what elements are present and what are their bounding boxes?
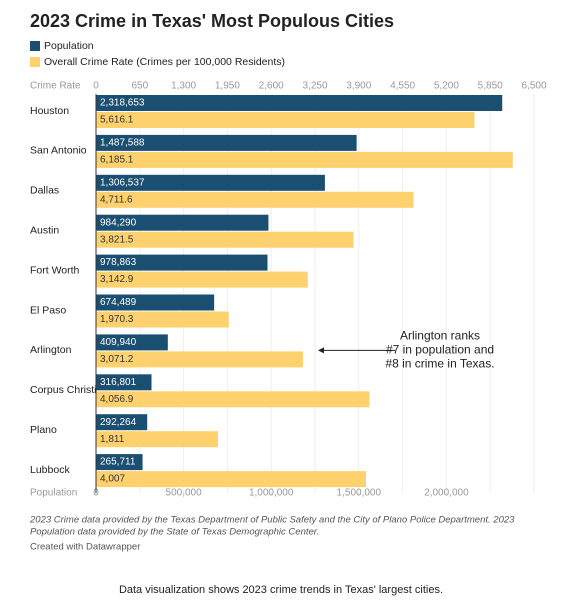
value-label: 292,264 <box>100 417 137 428</box>
caption: Data visualization shows 2023 crime tren… <box>119 584 443 596</box>
value-label: 3,071.2 <box>100 354 134 365</box>
category-label: Plano <box>30 424 57 436</box>
bar <box>96 95 503 111</box>
bar <box>96 254 268 271</box>
bar <box>96 231 354 248</box>
bar <box>96 334 168 351</box>
bar <box>96 151 513 168</box>
bar <box>96 174 325 191</box>
x2-tick-label: 5,200 <box>434 81 459 92</box>
value-label: 3,821.5 <box>100 234 134 245</box>
value-label: 1,487,588 <box>100 138 145 149</box>
bar <box>96 311 229 328</box>
category-label: Fort Worth <box>30 264 80 276</box>
legend-swatch <box>30 41 40 51</box>
bar <box>96 271 308 288</box>
category-label: Lubbock <box>30 464 70 476</box>
category-label: Corpus Christi <box>30 384 97 396</box>
note: 2023 Crime data provided by the Texas De… <box>29 515 515 526</box>
bar <box>96 391 370 408</box>
x2-tick-label: 4,550 <box>390 81 415 92</box>
value-label: 4,007 <box>100 474 125 485</box>
chart-title: 2023 Crime in Texas' Most Populous Citie… <box>30 11 394 31</box>
x2-tick-label: 3,250 <box>302 81 327 92</box>
category-label: San Antonio <box>30 145 87 157</box>
legend-label: Overall Crime Rate (Crimes per 100,000 R… <box>44 56 285 68</box>
x2-tick-label: 2,600 <box>259 81 284 92</box>
annotation: #7 in population and <box>386 343 494 357</box>
x2-tick-label: 6,500 <box>521 81 546 92</box>
value-label: 265,711 <box>100 457 136 468</box>
bar <box>96 134 357 151</box>
x2-tick-label: 1,950 <box>215 81 240 92</box>
category-label: Arlington <box>30 344 72 356</box>
value-label: 1,811 <box>100 434 125 445</box>
bar <box>96 471 367 488</box>
annotation: #8 in crime in Texas. <box>385 357 494 371</box>
value-label: 5,616.1 <box>100 115 134 126</box>
x2-tick-label: 1,300 <box>171 81 196 92</box>
value-label: 316,801 <box>100 377 137 388</box>
x2-tick-label: 5,850 <box>478 81 503 92</box>
category-label: Austin <box>30 224 59 236</box>
annotation: Arlington ranks <box>400 329 480 343</box>
value-label: 6,185.1 <box>100 155 134 166</box>
bar <box>96 112 475 128</box>
annotation-arrowhead <box>318 347 324 354</box>
value-label: 1,970.3 <box>100 314 134 325</box>
x2-axis-title: Crime Rate <box>30 81 81 92</box>
value-label: 1,306,537 <box>100 177 145 188</box>
value-label: 978,863 <box>100 257 137 268</box>
value-label: 2,318,653 <box>100 98 145 109</box>
value-label: 4,056.9 <box>100 394 134 405</box>
legend-label: Population <box>44 40 94 52</box>
value-label: 4,711.6 <box>100 194 133 205</box>
x2-tick-label: 3,900 <box>346 81 371 92</box>
bar <box>96 214 269 231</box>
legend-swatch <box>30 57 40 67</box>
bar <box>96 294 215 311</box>
bar <box>96 374 152 391</box>
value-label: 674,489 <box>100 297 137 308</box>
x2-tick-label: 0 <box>93 81 99 92</box>
bar <box>96 191 414 208</box>
x2-tick-label: 650 <box>131 81 148 92</box>
value-label: 3,142.9 <box>100 274 134 285</box>
bar <box>96 351 303 368</box>
value-label: 984,290 <box>100 217 137 228</box>
bar <box>96 454 143 471</box>
credit: Created with Datawrapper <box>30 542 140 553</box>
x-axis-title: Population <box>30 488 77 499</box>
category-label: Houston <box>30 105 69 117</box>
bar <box>96 414 148 431</box>
bar <box>96 431 219 448</box>
note: Population data provided by the State of… <box>30 527 319 538</box>
category-label: Dallas <box>30 185 59 197</box>
category-label: El Paso <box>30 304 66 316</box>
value-label: 409,940 <box>100 337 137 348</box>
